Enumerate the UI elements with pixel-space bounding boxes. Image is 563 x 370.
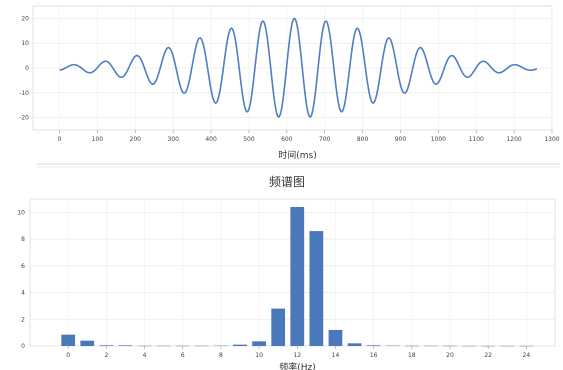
x-tick-label-1: 1300 bbox=[544, 136, 559, 143]
x-tick-label-1: 1200 bbox=[506, 136, 521, 143]
spectrum-bar bbox=[328, 329, 343, 346]
spectrum-bar bbox=[252, 341, 266, 346]
y-tick-label-2: 6 bbox=[21, 263, 25, 270]
y-tick-label-1: 0 bbox=[25, 65, 29, 72]
x-axis-title-2: 频率(Hz) bbox=[279, 361, 316, 370]
x-tick-label-1: 400 bbox=[205, 136, 217, 143]
x-tick-label-2: 0 bbox=[66, 352, 70, 359]
spectrum-bar bbox=[271, 308, 286, 346]
x-tick-label-2: 24 bbox=[523, 352, 531, 359]
spectrum-bar bbox=[309, 231, 324, 346]
x-tick-label-2: 20 bbox=[446, 352, 454, 359]
spectrum-bar bbox=[233, 344, 247, 346]
x-tick-label-2: 8 bbox=[219, 352, 223, 359]
x-tick-label-1: 300 bbox=[167, 136, 179, 143]
spectrum-bar bbox=[61, 334, 76, 346]
x-tick-label-1: 1100 bbox=[469, 136, 484, 143]
x-tick-label-2: 12 bbox=[293, 352, 301, 359]
wave-series-line bbox=[59, 17, 538, 118]
chart-title-2: 频谱图 bbox=[269, 175, 305, 189]
spectrum-bar bbox=[99, 345, 114, 346]
y-tick-label-2: 2 bbox=[21, 316, 25, 323]
y-tick-label-1: -20 bbox=[19, 115, 29, 122]
x-tick-label-2: 16 bbox=[370, 352, 378, 359]
x-tick-label-1: 200 bbox=[130, 136, 142, 143]
x-tick-label-2: 10 bbox=[255, 352, 263, 359]
x-tick-label-2: 6 bbox=[181, 352, 185, 359]
x-tick-label-2: 22 bbox=[484, 352, 492, 359]
x-tick-label-2: 18 bbox=[408, 352, 416, 359]
y-tick-label-1: -10 bbox=[19, 90, 29, 97]
x-tick-label-1: 1000 bbox=[431, 136, 446, 143]
y-tick-label-2: 8 bbox=[21, 236, 25, 243]
x-tick-label-1: 700 bbox=[319, 136, 331, 143]
spectrum-bar bbox=[347, 343, 362, 346]
spectrum-bar bbox=[80, 340, 95, 346]
x-tick-label-1: 900 bbox=[395, 136, 407, 143]
y-tick-label-2: 4 bbox=[21, 290, 25, 297]
x-tick-label-1: 800 bbox=[357, 136, 369, 143]
spectrum-bar bbox=[366, 345, 381, 346]
x-tick-label-1: 100 bbox=[92, 136, 104, 143]
x-tick-label-1: 500 bbox=[243, 136, 255, 143]
y-tick-label-1: 10 bbox=[21, 40, 29, 47]
y-tick-label-2: 10 bbox=[17, 209, 25, 216]
spectrum-bar bbox=[118, 345, 133, 346]
x-axis-title-1: 时间(ms) bbox=[278, 149, 316, 161]
x-tick-label-1: 0 bbox=[58, 136, 62, 143]
x-tick-label-2: 2 bbox=[104, 352, 108, 359]
x-tick-label-1: 600 bbox=[281, 136, 293, 143]
x-tick-label-2: 14 bbox=[332, 352, 340, 359]
y-tick-label-1: 20 bbox=[21, 15, 29, 22]
spectrum-bar bbox=[290, 207, 305, 346]
y-tick-label-2: 0 bbox=[21, 343, 25, 350]
x-tick-label-2: 4 bbox=[143, 352, 147, 359]
